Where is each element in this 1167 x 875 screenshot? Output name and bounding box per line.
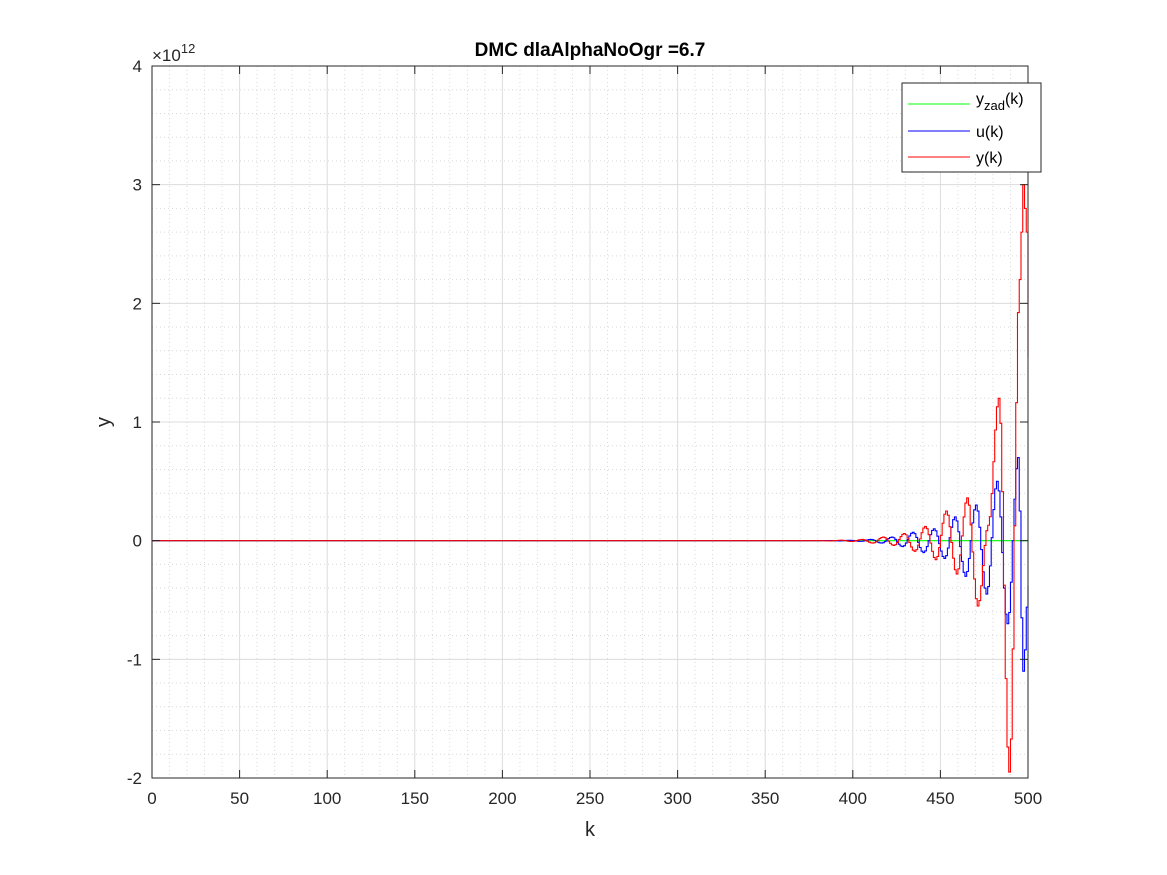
x-tick-label: 400 (839, 789, 867, 808)
x-tick-label: 350 (751, 789, 779, 808)
y-tick-labels: -2 -1 0 1 2 3 4 (127, 57, 142, 788)
x-tick-labels: 0 50 100 150 200 250 300 350 400 450 500 (147, 789, 1042, 808)
axis-ticks (151, 65, 1029, 779)
legend-label-u: u(k) (976, 124, 1004, 141)
legend: yzad(k) u(k) y(k) (901, 82, 1042, 173)
x-tick-label: 500 (1014, 789, 1042, 808)
y-tick-label: -2 (127, 769, 142, 788)
series-layer (152, 184, 1029, 773)
x-tick-label: 150 (401, 789, 429, 808)
y-tick-label: 2 (133, 294, 142, 313)
x-tick-label: 450 (926, 789, 954, 808)
series-line-2 (152, 184, 1029, 773)
y-tick-label: 3 (133, 176, 142, 195)
y-tick-label: 0 (133, 532, 142, 551)
legend-label-yzad: yzad(k) (976, 91, 1024, 113)
x-tick-label: 0 (147, 789, 156, 808)
x-axis-label: k (585, 819, 596, 841)
x-tick-label: 200 (488, 789, 516, 808)
y-axis-label: y (93, 417, 115, 427)
legend-label-y: y(k) (976, 150, 1003, 167)
y-exponent-label: ×1012 (152, 41, 195, 65)
x-tick-label: 100 (313, 789, 341, 808)
y-tick-label: 4 (133, 57, 142, 76)
chart-title: DMC dlaAlphaNoOgr =6.7 (475, 40, 706, 61)
x-tick-label: 50 (230, 789, 249, 808)
x-tick-label: 300 (663, 789, 691, 808)
x-tick-label: 250 (576, 789, 604, 808)
y-tick-label: -1 (127, 650, 142, 669)
y-tick-label: 1 (133, 413, 142, 432)
